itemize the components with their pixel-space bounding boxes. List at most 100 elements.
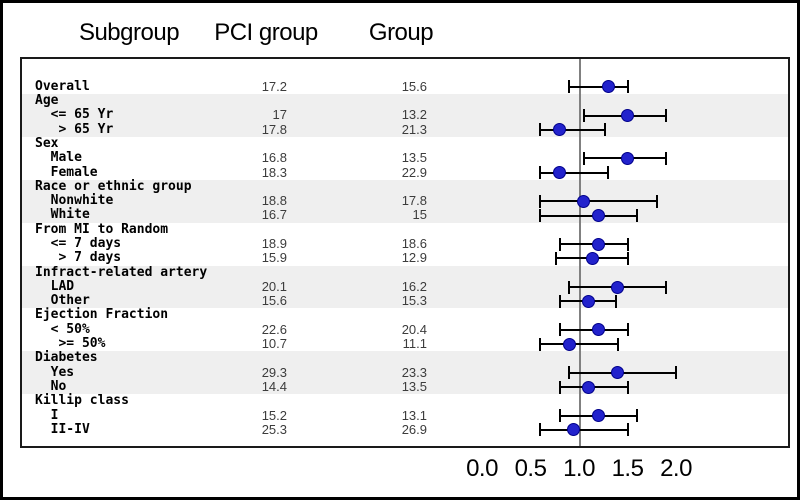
table-row: White 16.7 15 — [22, 207, 788, 223]
x-axis-tick-label: 2.0 — [660, 455, 692, 482]
ci-line — [540, 171, 609, 174]
subgroup-label: Infract-related artery — [35, 264, 208, 280]
pci-group-value: 22.6 — [261, 321, 287, 337]
pci-group-value: 17 — [272, 107, 287, 123]
ci-cap-low — [558, 294, 561, 308]
ci-cap-low — [558, 323, 561, 337]
group-value: 15 — [412, 207, 427, 223]
table-row: < 50% 22.6 20.4 — [22, 321, 788, 337]
column-header-subgroup: Subgroup — [78, 19, 180, 46]
ci-cap-low — [558, 237, 561, 251]
pci-group-value: 29.3 — [261, 364, 287, 380]
point-estimate-dot — [591, 323, 605, 337]
ci-cap-low — [539, 166, 542, 180]
ci-cap-low — [539, 423, 542, 437]
ci-cap-low — [568, 280, 571, 294]
pci-group-value: 18.3 — [261, 164, 287, 180]
table-row: <= 7 days 18.9 18.6 — [22, 236, 788, 252]
table-row: Nonwhite 18.8 17.8 — [22, 193, 788, 209]
point-estimate-dot — [591, 237, 605, 251]
table-row: Female 18.3 22.9 — [22, 164, 788, 180]
pci-group-value: 16.8 — [261, 150, 287, 166]
pci-group-value: 17.2 — [261, 78, 287, 94]
ci-cap-low — [539, 194, 542, 208]
ci-line — [540, 200, 657, 203]
subgroup-label: Diabetes — [35, 350, 98, 366]
point-estimate-dot — [577, 194, 591, 208]
group-value: 17.8 — [401, 193, 427, 209]
point-estimate-dot — [553, 123, 567, 137]
point-estimate-dot — [553, 166, 567, 180]
pci-group-value: 18.9 — [261, 236, 287, 252]
x-axis-tick-label: 1.0 — [563, 455, 595, 482]
ci-cap-low — [582, 109, 585, 123]
table-group-header-row: Infract-related artery — [22, 264, 788, 280]
subgroup-label: White — [35, 207, 90, 223]
pci-group-value: 17.8 — [261, 121, 287, 137]
table-row: > 7 days 15.9 12.9 — [22, 251, 788, 265]
subgroup-label: Female — [35, 164, 98, 180]
ci-cap-high — [636, 209, 639, 223]
subgroup-label: Sex — [35, 136, 59, 151]
subgroup-label: LAD — [35, 278, 75, 294]
subgroup-label: Male — [35, 150, 82, 166]
group-value: 13.2 — [401, 107, 427, 123]
ci-cap-low — [558, 380, 561, 394]
table-group-header-row: Sex — [22, 136, 788, 151]
ci-cap-high — [636, 409, 639, 423]
point-estimate-dot — [566, 423, 580, 437]
point-estimate-dot — [621, 109, 634, 123]
ci-cap-high — [665, 109, 668, 123]
ci-cap-high — [626, 80, 629, 94]
table-group-header-row: Age — [22, 93, 788, 109]
ci-line — [540, 214, 638, 217]
point-estimate-dot — [611, 280, 625, 294]
ci-cap-low — [554, 251, 557, 265]
ci-line — [569, 85, 628, 88]
ci-cap-high — [626, 323, 629, 337]
group-value: 13.5 — [401, 378, 427, 394]
pci-group-value: 15.2 — [261, 407, 287, 423]
ci-cap-high — [626, 237, 629, 251]
column-header-pci-group: PCI group — [214, 19, 318, 46]
subgroup-label: Age — [35, 93, 59, 109]
subgroup-label: Yes — [35, 364, 75, 380]
ci-line — [540, 343, 618, 346]
point-estimate-dot — [601, 80, 615, 94]
subgroup-label: Ejection Fraction — [35, 307, 169, 323]
subgroup-label: Killip class — [35, 393, 129, 409]
ci-cap-low — [539, 123, 542, 137]
table-row: LAD 20.1 16.2 — [22, 278, 788, 295]
table-group-header-row: Ejection Fraction — [22, 307, 788, 323]
subgroup-label: II-IV — [35, 421, 90, 437]
point-estimate-dot — [562, 337, 576, 351]
table-row: <= 65 Yr 17 13.2 — [22, 107, 788, 123]
point-estimate-dot — [611, 366, 625, 380]
group-value: 13.1 — [401, 407, 427, 423]
ci-cap-high — [614, 294, 617, 308]
pci-group-value: 25.3 — [261, 421, 287, 437]
group-value: 22.9 — [401, 164, 427, 180]
ci-cap-low — [539, 337, 542, 351]
group-value: 15.3 — [401, 293, 427, 309]
table-group-header-row: From MI to Random — [22, 222, 788, 237]
subgroup-label: Race or ethnic group — [35, 178, 192, 194]
subgroup-label: <= 65 Yr — [35, 107, 114, 123]
group-value: 21.3 — [401, 121, 427, 137]
plot-panel: Overall 17.2 15.6 Age <= 65 Yr 17 13.2 > 65 Y… — [20, 57, 790, 448]
pci-group-value: 20.1 — [261, 278, 287, 294]
ci-cap-low — [568, 80, 571, 94]
table-row: Overall 17.2 15.6 — [22, 78, 788, 94]
group-value: 18.6 — [401, 236, 427, 252]
subgroup-label: > 65 Yr — [35, 121, 114, 137]
group-value: 12.9 — [401, 250, 427, 266]
point-estimate-dot — [586, 251, 600, 265]
group-value: 23.3 — [401, 364, 427, 380]
table-row: No 14.4 13.5 — [22, 378, 788, 395]
subgroup-label: No — [35, 378, 67, 394]
subgroup-label: >= 50% — [35, 336, 106, 352]
subgroup-label: Other — [35, 293, 90, 309]
pci-group-value: 14.4 — [261, 378, 287, 394]
ci-line — [540, 128, 606, 131]
table-row: Yes 29.3 23.3 — [22, 364, 788, 380]
